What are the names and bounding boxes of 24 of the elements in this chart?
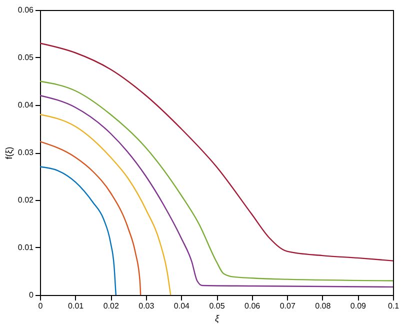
y-tick-label: 0.01 <box>18 243 34 252</box>
x-tick-label: 0.09 <box>350 302 367 310</box>
y-tick-label: 0.05 <box>18 53 34 62</box>
line-series <box>39 114 172 296</box>
y-tick-label: 0.04 <box>18 100 34 110</box>
line-series <box>39 140 142 296</box>
x-tick-label: 0.03 <box>138 302 155 310</box>
x-tick-label: 0.1 <box>388 302 400 310</box>
y-tick-label: 0.02 <box>18 196 34 204</box>
x-tick-label: 0.05 <box>209 302 226 310</box>
x-tick-label: 0.06 <box>244 302 261 310</box>
y-tick-label: 0.03 <box>18 148 34 157</box>
line-series <box>39 166 116 296</box>
x-tick-label: 0.07 <box>280 302 296 310</box>
x-tick-label: 0.04 <box>174 302 190 310</box>
y-axis-title: f(ξ) <box>4 146 14 160</box>
x-tick-label: 0.02 <box>103 302 120 310</box>
x-axis-title: ξ <box>214 314 220 324</box>
x-tick-label: 0.08 <box>315 302 332 310</box>
y-tick-label: 0.06 <box>18 6 34 14</box>
x-tick-label: 0.01 <box>68 302 84 310</box>
line-series <box>39 42 394 262</box>
y-tick-label: 0 <box>29 290 34 300</box>
x-tick-label: 0 <box>38 302 44 310</box>
